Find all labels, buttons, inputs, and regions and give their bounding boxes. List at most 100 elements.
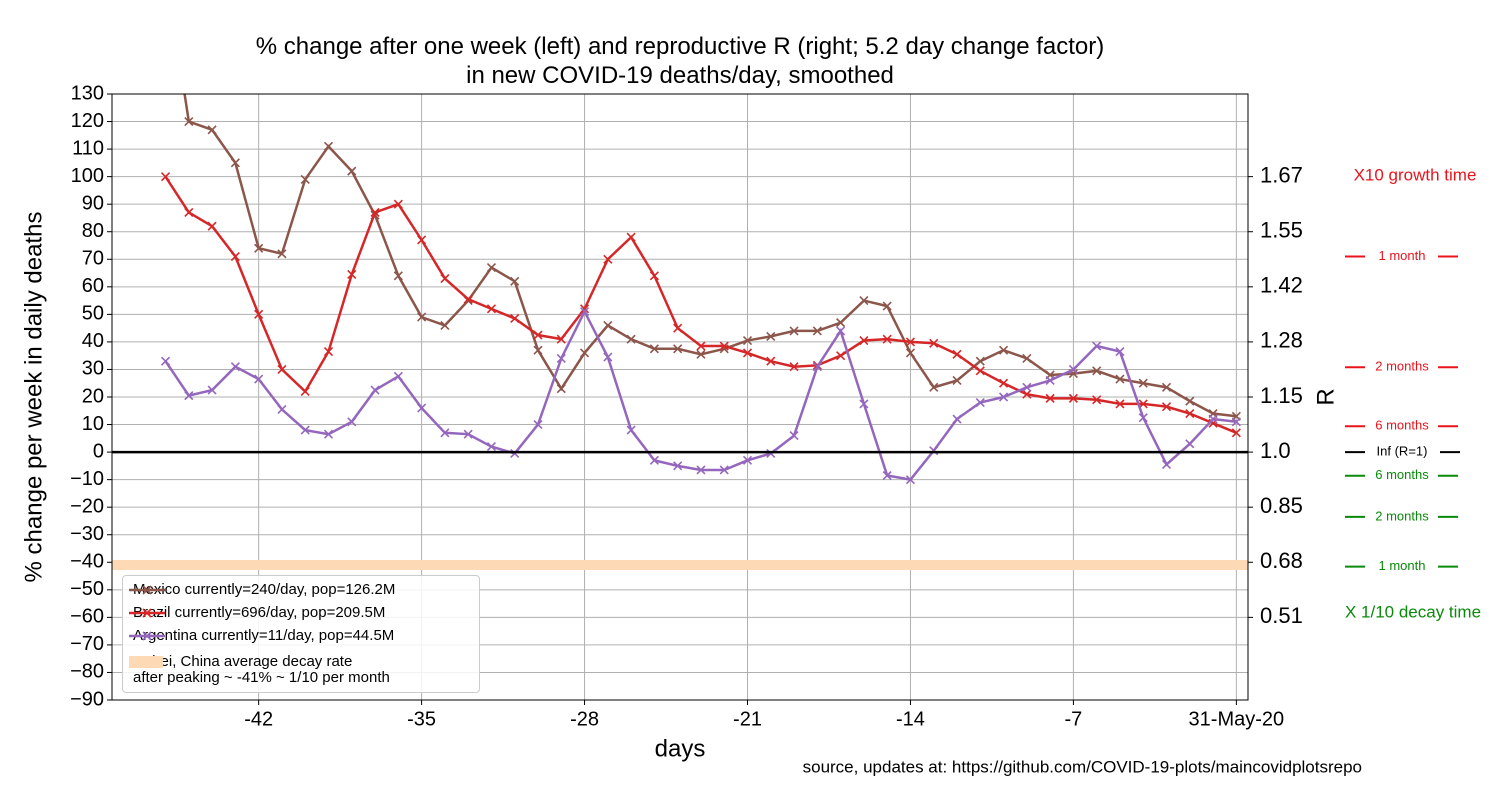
point-marker — [1138, 378, 1148, 388]
point-marker — [999, 392, 1009, 402]
point-marker — [975, 356, 985, 366]
point-marker — [1231, 417, 1241, 427]
point-marker — [300, 386, 310, 397]
annotation-label: 2 months — [1375, 359, 1429, 374]
y-tick-label: 40 — [82, 330, 104, 352]
band-layer — [112, 560, 1248, 571]
point-marker — [347, 166, 357, 176]
point-marker — [1161, 402, 1172, 412]
point-marker — [393, 271, 403, 281]
y-tick-label: −10 — [70, 468, 104, 490]
legend-entry: Argentina currently=11/day, pop=44.5M — [127, 628, 394, 644]
y-tick-label: 20 — [82, 385, 104, 407]
point-marker — [463, 294, 473, 304]
point-marker — [929, 382, 939, 392]
point-marker — [905, 348, 916, 358]
point-marker — [1208, 414, 1218, 424]
point-marker — [1161, 459, 1172, 470]
point-marker — [719, 465, 729, 475]
point-marker — [160, 356, 171, 366]
point-marker — [510, 313, 520, 324]
point-marker — [1138, 413, 1148, 423]
legend-label: Hubei, China average decay rate after pe… — [133, 653, 390, 686]
y2-tick-label: 0.51 — [1260, 603, 1303, 628]
annotation-label: Inf (R=1) — [1377, 444, 1428, 459]
point-marker — [556, 384, 566, 394]
point-marker — [1045, 375, 1055, 386]
point-marker — [533, 419, 543, 430]
point-marker — [649, 271, 659, 281]
decay-title: X 1/10 decay time — [1345, 602, 1481, 621]
point-marker — [347, 417, 357, 427]
legend-entry: Mexico currently=240/day, pop=126.2M — [127, 582, 395, 598]
reference-band — [112, 560, 1248, 571]
y-tick-label: 0 — [93, 440, 104, 462]
x-tick-label: -28 — [570, 708, 599, 730]
point-marker — [975, 366, 985, 376]
point-marker — [929, 446, 939, 456]
source-note: source, updates at: https://github.com/C… — [803, 757, 1362, 776]
point-marker — [1115, 346, 1125, 357]
point-marker — [905, 475, 916, 485]
point-marker — [1185, 408, 1195, 419]
point-marker — [207, 125, 217, 135]
y-tick-label: −40 — [70, 551, 104, 573]
point-marker — [440, 320, 450, 330]
y-tick-label: −50 — [70, 578, 104, 600]
point-marker — [673, 344, 683, 354]
point-marker — [975, 397, 985, 408]
point-marker — [579, 304, 590, 314]
annotation-label: 1 month — [1379, 248, 1426, 263]
y2-tick-label: 1.0 — [1260, 438, 1291, 463]
point-marker — [999, 378, 1009, 388]
legend-icon — [129, 608, 165, 618]
x-tick-label: 31-May-20 — [1189, 708, 1285, 730]
y-tick-label: −80 — [70, 661, 104, 683]
y-tick-label: 90 — [82, 192, 104, 214]
point-marker — [812, 326, 822, 336]
point-marker — [1068, 364, 1078, 375]
point-marker — [859, 399, 869, 409]
annotation-label: 6 months — [1375, 418, 1429, 433]
point-marker — [626, 334, 636, 344]
point-marker — [510, 276, 520, 286]
point-marker — [882, 334, 892, 344]
point-marker — [486, 304, 497, 314]
point-marker — [1092, 366, 1102, 376]
x-tick-label: -14 — [896, 708, 925, 730]
legend-icon — [129, 631, 165, 641]
legend-label: Argentina currently=11/day, pop=44.5M — [133, 627, 395, 644]
point-marker — [393, 199, 403, 209]
point-marker — [277, 364, 287, 375]
point-marker — [999, 345, 1009, 355]
point-marker — [1068, 393, 1078, 403]
y2-tick-label: 0.85 — [1260, 493, 1303, 518]
point-marker — [463, 429, 473, 439]
point-marker — [1161, 382, 1172, 392]
point-marker — [836, 318, 846, 328]
legend-icon — [129, 585, 165, 595]
y-tick-label: 100 — [71, 165, 104, 187]
point-marker — [696, 341, 706, 351]
point-marker — [836, 351, 846, 361]
point-marker — [766, 448, 776, 459]
legend-icon — [129, 656, 163, 668]
point-marker — [719, 341, 729, 351]
point-marker — [1092, 395, 1102, 405]
point-marker — [323, 346, 334, 357]
series-line — [164, 175, 1237, 434]
point-marker — [323, 141, 334, 151]
point-marker — [347, 269, 357, 279]
point-marker — [300, 174, 310, 184]
point-marker — [882, 301, 892, 311]
point-marker — [603, 254, 613, 264]
point-marker — [254, 243, 264, 253]
point-marker — [766, 356, 776, 366]
point-marker — [1092, 341, 1102, 351]
legend-entry: Brazil currently=696/day, pop=209.5M — [127, 605, 385, 621]
point-marker — [300, 425, 310, 435]
point-marker — [789, 430, 799, 441]
legend: Mexico currently=240/day, pop=126.2M Braz… — [122, 575, 480, 693]
point-marker — [626, 232, 636, 242]
point-marker — [905, 337, 916, 347]
